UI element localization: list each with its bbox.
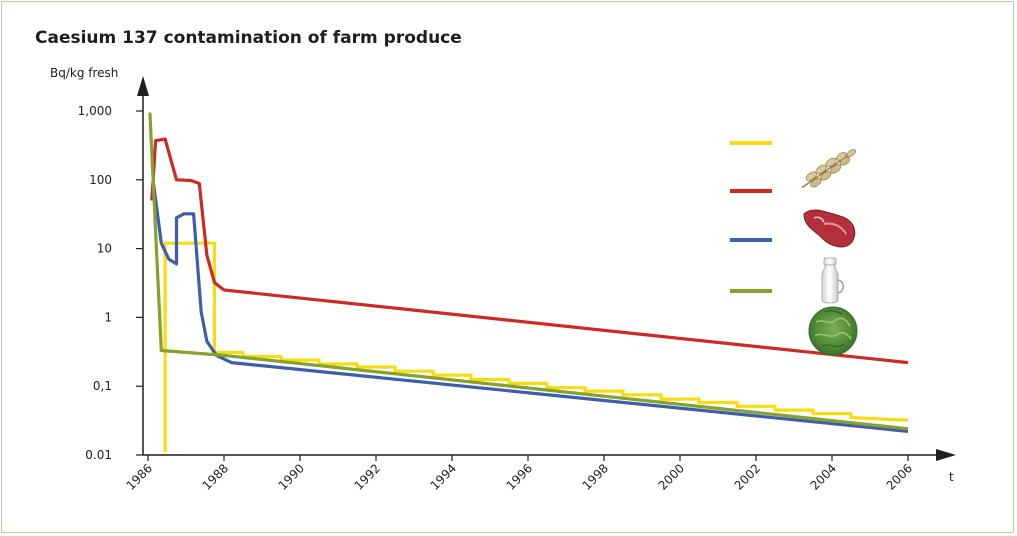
x-tick-label: 1988 (200, 461, 231, 492)
x-tick-label: 1998 (580, 461, 611, 492)
x-tick-label: 2000 (656, 461, 687, 492)
meat-icon (803, 209, 856, 248)
x-tick-label: 1996 (504, 461, 535, 492)
y-axis-arrow (137, 76, 149, 96)
series-line-yellow (163, 241, 909, 453)
x-tick-label: 2004 (808, 461, 839, 492)
y-ticks: 1,000 100 10 1 0,1 0.01 (78, 104, 143, 462)
y-tick-label: 1,000 (78, 104, 112, 118)
y-tick-label: 1 (104, 310, 112, 324)
series-line-blue (152, 184, 909, 433)
x-tick-label: 1994 (428, 461, 459, 492)
x-axis-label: t (949, 470, 954, 484)
x-axis-arrow (936, 449, 956, 461)
series-line-red (150, 137, 909, 365)
x-tick-label: 1990 (276, 461, 307, 492)
y-tick-label: 0.01 (85, 448, 112, 462)
series-line-green (148, 112, 909, 431)
x-tick-label: 2002 (732, 461, 763, 492)
x-tick-label: 1986 (124, 461, 155, 492)
x-tick-label: 2006 (884, 461, 915, 492)
chart-title: Caesium 137 contamination of farm produc… (35, 28, 462, 48)
y-tick-label: 10 (97, 242, 112, 256)
y-tick-label: 0,1 (93, 379, 112, 393)
lettuce-icon (808, 306, 858, 356)
cereal-grain-icon (801, 149, 857, 189)
y-axis-label: Bq/kg fresh (50, 66, 118, 80)
x-tick-label: 1992 (352, 461, 383, 492)
legend (730, 141, 858, 356)
series-lines (148, 112, 909, 453)
milk-can-icon (821, 257, 844, 304)
x-ticks: 1986 1988 1990 1992 1994 1996 1998 2000 2002 2004… (124, 455, 915, 493)
y-tick-label: 100 (89, 173, 112, 187)
axes: Bq/kg fresh t (50, 66, 956, 484)
